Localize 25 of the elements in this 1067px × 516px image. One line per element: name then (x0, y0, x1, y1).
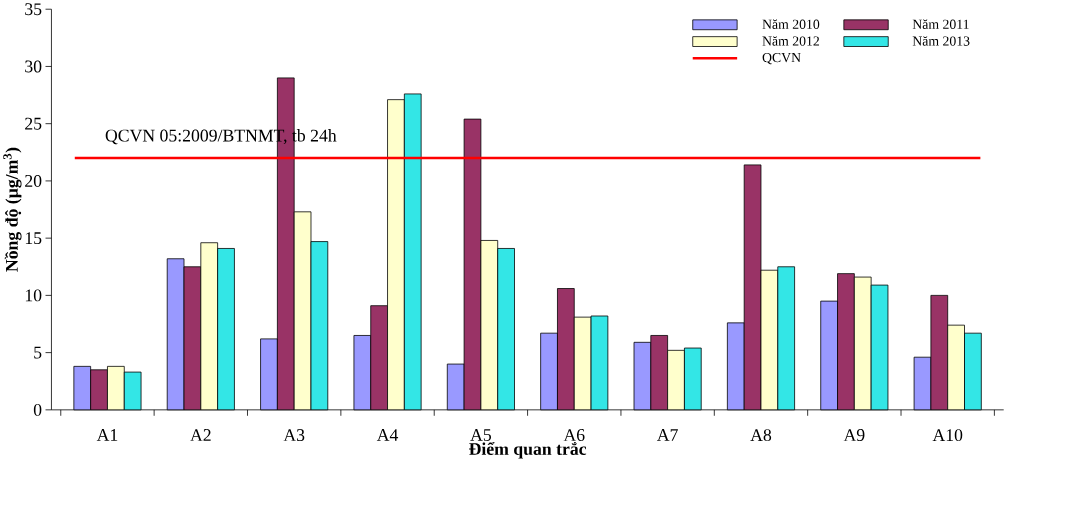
x-tick-label: A6 (563, 428, 585, 441)
x-axis-title: Điểm quan trắc (469, 441, 587, 459)
x-tick-label: A1 (96, 428, 118, 441)
y-tick-label: 5 (34, 346, 42, 359)
legend-label: Năm 2013 (912, 35, 970, 46)
y-tick-label: 0 (33, 403, 42, 416)
x-tick-label: A9 (843, 428, 865, 441)
x-tick-label: A10 (932, 428, 963, 441)
y-tick-label: 20 (25, 174, 42, 187)
legend-label: QCVN (762, 52, 801, 65)
y-tick-label: 35 (25, 3, 42, 15)
legend-label: Năm 2010 (762, 19, 820, 29)
x-tick-label: A7 (656, 428, 678, 441)
y-tick-label: 30 (25, 60, 42, 73)
x-tick-label: A4 (376, 428, 399, 441)
x-tick-label: A8 (750, 428, 772, 441)
x-tick-label: A5 (470, 428, 492, 441)
x-tick-label: A2 (190, 428, 211, 441)
y-axis-title: Nồng độ (µg/m$^{3}$) (3, 147, 22, 272)
x-tick-label: A3 (283, 428, 305, 441)
legend-label: Năm 2011 (912, 19, 969, 29)
y-tick-label: 15 (25, 232, 42, 244)
y-tick-label: 25 (25, 117, 42, 130)
legend-label: Năm 2012 (762, 35, 820, 46)
y-tick-label: 10 (25, 289, 42, 302)
